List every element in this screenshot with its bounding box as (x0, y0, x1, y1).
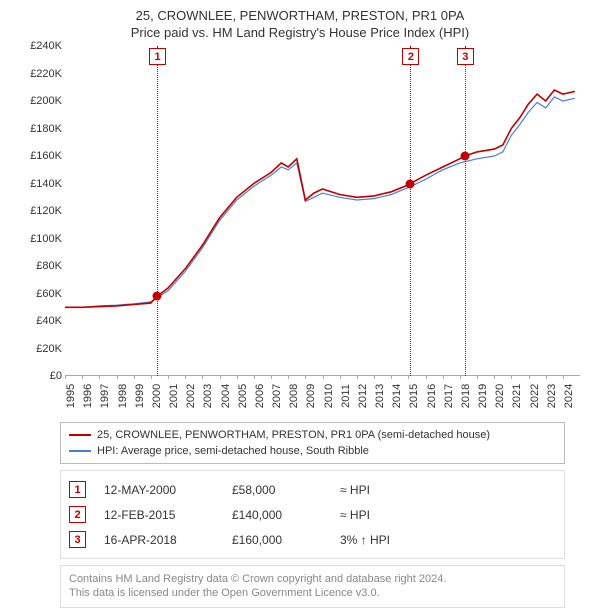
x-axis-labels: 1995 1996 1997 1998 1999 2000 2001 2002 2003 2004… (65, 378, 580, 416)
x-axis-label: 2012 (357, 384, 369, 408)
x-axis-label: 2000 (151, 384, 163, 408)
x-axis-label: 2021 (511, 384, 523, 408)
sale-row: 3 16-APR-2018 £160,000 3% ↑ HPI (69, 527, 556, 552)
x-axis-label: 2005 (237, 384, 249, 408)
x-axis-label: 2014 (391, 384, 403, 408)
sale-dot (460, 152, 469, 161)
title-main: 25, CROWNLEE, PENWORTHAM, PRESTON, PR1 0… (10, 8, 590, 23)
sale-date: 12-MAY-2000 (104, 483, 214, 497)
footer-line1: Contains HM Land Registry data © Crown c… (69, 572, 556, 586)
title-sub: Price paid vs. HM Land Registry's House … (10, 25, 590, 40)
x-axis-label: 2017 (443, 384, 455, 408)
y-axis-label: £20K (20, 343, 62, 355)
plot-region: 1 2 3 (65, 46, 580, 376)
sale-row-marker: 3 (69, 531, 86, 548)
legend-swatch (69, 450, 91, 452)
x-axis-label: 2002 (185, 384, 197, 408)
x-axis-label: 1997 (99, 384, 111, 408)
chart-titles: 25, CROWNLEE, PENWORTHAM, PRESTON, PR1 0… (10, 8, 590, 40)
sale-vline (410, 46, 411, 376)
sale-row-marker: 1 (69, 481, 86, 498)
x-axis-label: 1996 (82, 384, 94, 408)
sale-row: 2 12-FEB-2015 £140,000 ≈ HPI (69, 502, 556, 527)
y-axis-label: £240K (20, 40, 62, 52)
sale-vline (465, 46, 466, 376)
sale-marker-box: 3 (457, 48, 474, 65)
chart-container: 25, CROWNLEE, PENWORTHAM, PRESTON, PR1 0… (0, 0, 600, 616)
sale-pct: ≈ HPI (340, 483, 556, 497)
sale-dot (406, 179, 415, 188)
x-axis-label: 2016 (426, 384, 438, 408)
y-axis-label: £80K (20, 260, 62, 272)
x-axis-label: 2008 (288, 384, 300, 408)
sale-vline (157, 46, 158, 376)
x-axis-label: 2015 (408, 384, 420, 408)
x-axis-label: 2007 (271, 384, 283, 408)
y-axis-label: £180K (20, 123, 62, 135)
x-axis-label: 2006 (254, 384, 266, 408)
series-hpi (65, 97, 575, 307)
y-axis-label: £100K (20, 233, 62, 245)
sale-price: £140,000 (232, 508, 322, 522)
x-axis-label: 2023 (546, 384, 558, 408)
x-axis-label: 2011 (340, 384, 352, 408)
sale-pct: ≈ HPI (340, 508, 556, 522)
x-axis-label: 2004 (220, 384, 232, 408)
legend-label: 25, CROWNLEE, PENWORTHAM, PRESTON, PR1 0… (97, 429, 490, 441)
y-axis-label: £160K (20, 150, 62, 162)
x-axis-label: 2001 (168, 384, 180, 408)
y-axis-label: £220K (20, 68, 62, 80)
x-axis-label: 1999 (134, 384, 146, 408)
legend-row: HPI: Average price, semi-detached house,… (69, 443, 556, 459)
x-axis-label: 1998 (117, 384, 129, 408)
chart-area: 1 2 3 1995 1996 1997 1998 1999 2000 2001 2002 2003… (20, 46, 580, 416)
legend-row: 25, CROWNLEE, PENWORTHAM, PRESTON, PR1 0… (69, 427, 556, 443)
legend: 25, CROWNLEE, PENWORTHAM, PRESTON, PR1 0… (60, 422, 565, 464)
sale-row: 1 12-MAY-2000 £58,000 ≈ HPI (69, 477, 556, 502)
sale-price: £160,000 (232, 533, 322, 547)
sales-table: 1 12-MAY-2000 £58,000 ≈ HPI 2 12-FEB-2015 £140… (60, 470, 565, 559)
x-axis-label: 2022 (529, 384, 541, 408)
y-axis-label: £200K (20, 95, 62, 107)
x-axis-label: 2020 (494, 384, 506, 408)
series-property (65, 90, 575, 307)
y-axis-label: £140K (20, 178, 62, 190)
y-axis-label: £120K (20, 205, 62, 217)
sale-date: 12-FEB-2015 (104, 508, 214, 522)
x-axis-label: 2024 (563, 384, 575, 408)
x-axis-label: 2010 (323, 384, 335, 408)
footer-attribution: Contains HM Land Registry data © Crown c… (60, 565, 565, 608)
y-axis-label: £60K (20, 288, 62, 300)
sale-price: £58,000 (232, 483, 322, 497)
legend-label: HPI: Average price, semi-detached house,… (97, 445, 369, 457)
x-axis-label: 2018 (460, 384, 472, 408)
sale-dot (153, 292, 162, 301)
legend-swatch (69, 434, 91, 436)
y-axis-label: £0 (20, 370, 62, 382)
x-axis-label: 2019 (477, 384, 489, 408)
x-axis-label: 2013 (374, 384, 386, 408)
sale-marker-box: 2 (402, 48, 419, 65)
sale-date: 16-APR-2018 (104, 533, 214, 547)
series-svg (65, 46, 580, 376)
x-axis-label: 2009 (305, 384, 317, 408)
x-axis-label: 1995 (65, 384, 77, 408)
y-axis-label: £40K (20, 315, 62, 327)
sale-marker-box: 1 (149, 48, 166, 65)
footer-line2: This data is licensed under the Open Gov… (69, 586, 556, 600)
sale-pct: 3% ↑ HPI (340, 533, 556, 547)
sale-row-marker: 2 (69, 506, 86, 523)
x-axis-label: 2003 (202, 384, 214, 408)
